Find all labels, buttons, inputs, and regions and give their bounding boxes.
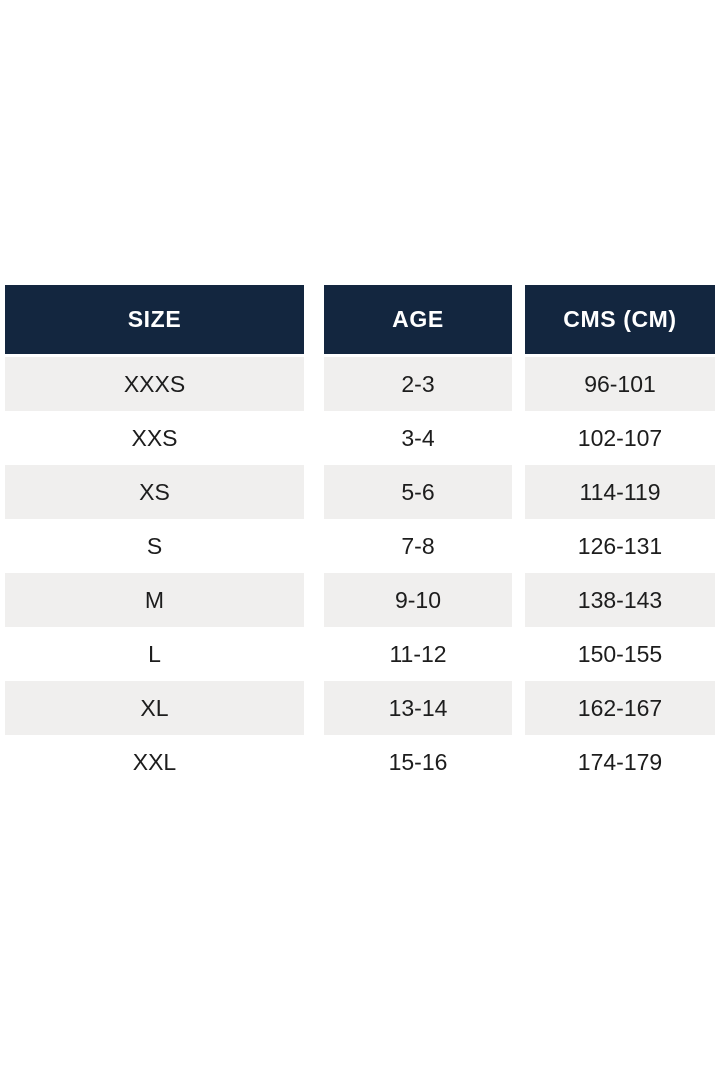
- size-chart-table: SIZE XXXS XXS XS S M L XL XXL AGE 2-3 3-…: [0, 285, 720, 789]
- column-header-size: SIZE: [5, 285, 304, 354]
- cms-cell: 138-143: [525, 573, 715, 627]
- cms-cell: 162-167: [525, 681, 715, 735]
- age-cell: 3-4: [324, 411, 512, 465]
- size-cell: XL: [5, 681, 304, 735]
- age-cell: 13-14: [324, 681, 512, 735]
- cms-cell: 150-155: [525, 627, 715, 681]
- age-cell: 15-16: [324, 735, 512, 789]
- age-column: AGE 2-3 3-4 5-6 7-8 9-10 11-12 13-14 15-…: [324, 285, 512, 789]
- size-column: SIZE XXXS XXS XS S M L XL XXL: [5, 285, 304, 789]
- cms-column: CMS (CM) 96-101 102-107 114-119 126-131 …: [525, 285, 715, 789]
- column-header-age: AGE: [324, 285, 512, 354]
- cms-cell: 96-101: [525, 357, 715, 411]
- cms-cell: 126-131: [525, 519, 715, 573]
- age-cell: 2-3: [324, 357, 512, 411]
- cms-cell: 174-179: [525, 735, 715, 789]
- size-cell: XXXS: [5, 357, 304, 411]
- size-cell: S: [5, 519, 304, 573]
- size-cell: L: [5, 627, 304, 681]
- size-cell: M: [5, 573, 304, 627]
- cms-cell: 102-107: [525, 411, 715, 465]
- age-cell: 7-8: [324, 519, 512, 573]
- age-cell: 5-6: [324, 465, 512, 519]
- cms-cell: 114-119: [525, 465, 715, 519]
- size-cell: XS: [5, 465, 304, 519]
- age-cell: 9-10: [324, 573, 512, 627]
- size-cell: XXS: [5, 411, 304, 465]
- size-cell: XXL: [5, 735, 304, 789]
- age-cell: 11-12: [324, 627, 512, 681]
- column-header-cms: CMS (CM): [525, 285, 715, 354]
